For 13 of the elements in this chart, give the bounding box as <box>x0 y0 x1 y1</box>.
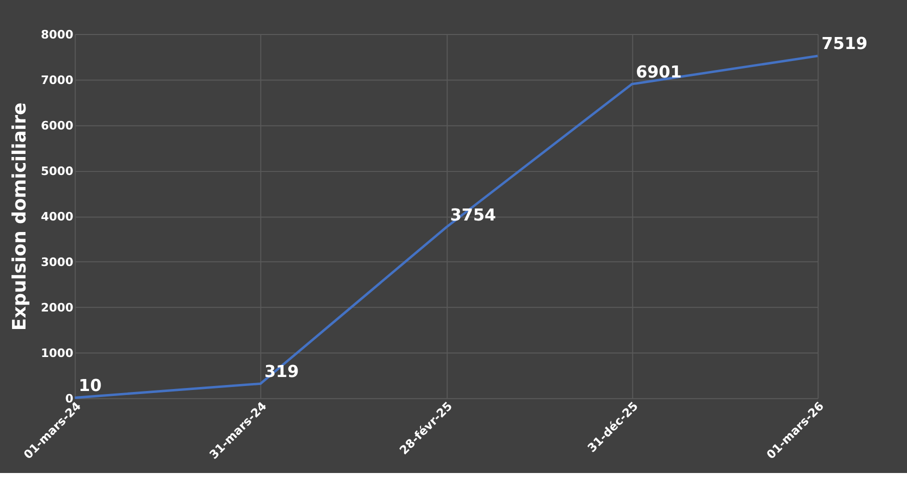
y-tick-label: 8000 <box>40 27 74 42</box>
data-label: 10 <box>78 376 102 395</box>
y-tick-label: 3000 <box>40 254 74 269</box>
y-tick-label: 5000 <box>40 164 74 178</box>
data-label: 6901 <box>636 62 682 82</box>
y-tick-label: 6000 <box>40 118 74 132</box>
y-tick-label: 1000 <box>40 346 74 360</box>
y-axis-title: Expulsion domiciliaire <box>9 102 30 331</box>
y-tick-label: 7000 <box>40 72 74 87</box>
y-tick-label: 4000 <box>40 209 74 224</box>
y-tick-label: 0 <box>65 392 74 406</box>
y-tick-label: 2000 <box>40 300 74 315</box>
data-label: 7519 <box>822 34 868 54</box>
